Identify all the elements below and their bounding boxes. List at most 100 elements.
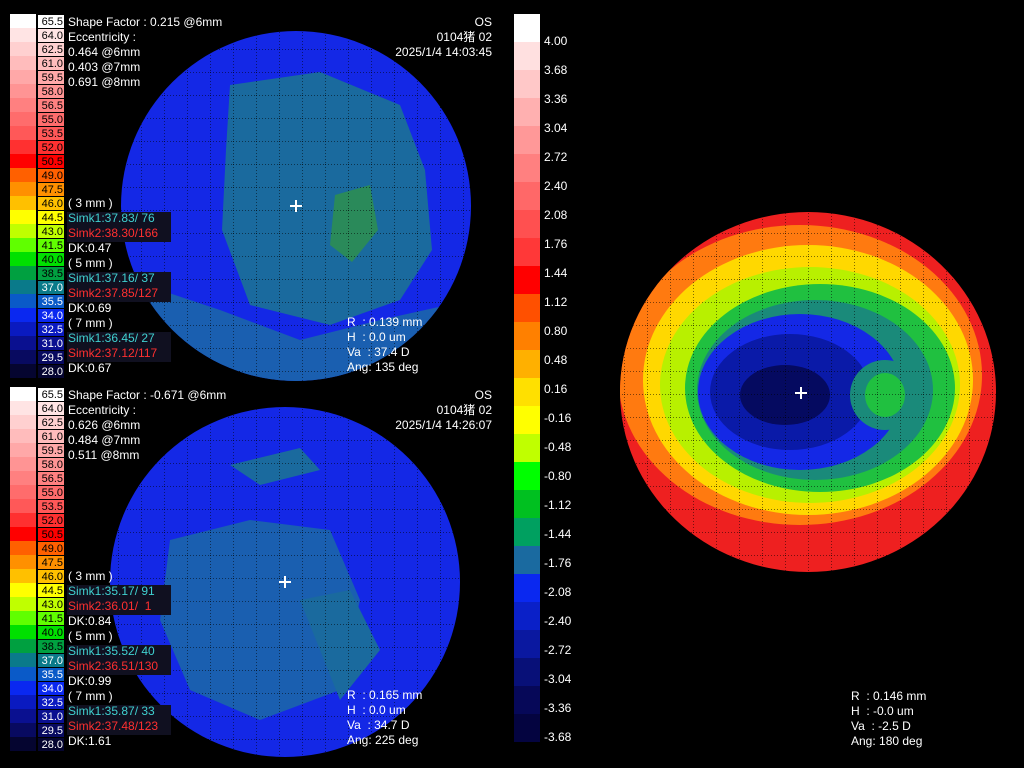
dk: DK:0.99 — [68, 674, 112, 688]
eccentricity-value: 0.484 @7mm — [68, 433, 140, 447]
diff-scale-swatch — [514, 238, 540, 266]
scale-swatch — [10, 350, 36, 364]
diff-scale-swatch — [514, 266, 540, 294]
scale-swatch — [10, 723, 36, 737]
scale-label: 50.5 — [42, 529, 63, 541]
diff-scale-label: 3.36 — [544, 92, 568, 106]
scale-label-bg — [38, 654, 64, 667]
cursor-readout: Va : 34.7 D — [347, 718, 410, 732]
scale-label: 29.5 — [42, 725, 63, 737]
dk: DK:0.84 — [68, 614, 112, 628]
diff-scale-swatch — [514, 406, 540, 434]
scale-swatch — [10, 737, 36, 751]
scale-label: 38.5 — [42, 641, 63, 653]
diff-scale-label: -3.36 — [544, 701, 572, 715]
scale-swatch — [10, 681, 36, 695]
diff-readout: Ang: 180 deg — [851, 734, 922, 748]
simk1: Simk1:35.87/ 33 — [68, 704, 155, 718]
simk-bg — [67, 212, 171, 242]
exam-date: 2025/1/4 14:26:07 — [395, 418, 492, 432]
diff-scale-label: -2.72 — [544, 643, 572, 657]
scale-label-bg — [38, 696, 64, 709]
scale-label: 62.5 — [42, 44, 63, 56]
diff-readout: H : -0.0 um — [851, 704, 914, 718]
scale-label: 40.0 — [42, 254, 63, 266]
diff-scale-label: -0.48 — [544, 440, 572, 454]
scale-label: 52.0 — [42, 515, 63, 527]
scale-swatch — [10, 611, 36, 625]
diff-scale-swatch — [514, 154, 540, 182]
simk1: Simk1:37.16/ 37 — [68, 271, 155, 285]
scale-label: 56.5 — [42, 473, 63, 485]
scale-label: 49.0 — [42, 170, 63, 182]
eccentricity-value: 0.626 @6mm — [68, 418, 140, 432]
diff-scale-label: -3.04 — [544, 672, 572, 686]
scale-label: 49.0 — [42, 543, 63, 555]
eccentricity-value: 0.464 @6mm — [68, 45, 140, 59]
simk2: Simk2:38.30/166 — [68, 226, 158, 240]
scale-swatch — [10, 415, 36, 429]
diff-scale-label: 0.48 — [544, 353, 568, 367]
diff-scale-swatch — [514, 378, 540, 406]
diff-scale-swatch — [514, 490, 540, 518]
diff-scale-label: 0.80 — [544, 324, 568, 338]
diff-scale-swatch — [514, 14, 540, 42]
scale-label-bg — [38, 197, 64, 210]
map-2 — [110, 407, 460, 757]
scale-label-bg — [38, 682, 64, 695]
simk2: Simk2:37.48/123 — [68, 719, 158, 733]
scale-label-bg — [38, 169, 64, 182]
scale-label: 58.0 — [42, 86, 63, 98]
cursor-readout: Ang: 135 deg — [347, 360, 418, 374]
scale-swatch — [10, 14, 36, 28]
eccentricity-value: 0.691 @8mm — [68, 75, 140, 89]
cursor-readout: R : 0.139 mm — [347, 315, 422, 329]
diff-scale-swatch — [514, 546, 540, 574]
scale-swatch — [10, 653, 36, 667]
eccentricity-label: Eccentricity : — [68, 403, 136, 417]
scale-swatch — [10, 154, 36, 168]
diff-scale-swatch — [514, 322, 540, 350]
scale-swatch — [10, 308, 36, 322]
scale-swatch — [10, 485, 36, 499]
scale-swatch — [10, 252, 36, 266]
scale-label-bg — [38, 239, 64, 252]
scale-swatch — [10, 112, 36, 126]
scale-label-bg — [38, 211, 64, 224]
simk2: Simk2:36.51/130 — [68, 659, 158, 673]
dk: DK:0.67 — [68, 361, 112, 375]
scale-label: 28.0 — [42, 739, 63, 751]
map-1 — [121, 31, 471, 381]
scale-swatch — [10, 499, 36, 513]
exam-date: 2025/1/4 14:03:45 — [395, 45, 492, 59]
scale-swatch — [10, 56, 36, 70]
diff-scale-swatch — [514, 70, 540, 98]
scale-label-bg — [38, 430, 64, 443]
scale-label-bg — [38, 542, 64, 555]
scale-label-bg — [38, 183, 64, 196]
scale-swatch — [10, 555, 36, 569]
scale-swatch — [10, 387, 36, 401]
scale-swatch — [10, 196, 36, 210]
eccentricity-label: Eccentricity : — [68, 30, 136, 44]
scale-label-bg — [38, 85, 64, 98]
exam-id: 0104猪 02 — [437, 30, 493, 44]
zone-label: ( 3 mm ) — [68, 569, 113, 583]
scale-swatch — [10, 182, 36, 196]
simk1: Simk1:35.52/ 40 — [68, 644, 155, 658]
diff-scale-label: 1.12 — [544, 295, 568, 309]
scale-label-bg — [38, 71, 64, 84]
diff-scale-swatch — [514, 602, 540, 630]
eccentricity-value: 0.403 @7mm — [68, 60, 140, 74]
scale-swatch — [10, 84, 36, 98]
simk1: Simk1:37.83/ 76 — [68, 211, 155, 225]
scale-label-bg — [38, 141, 64, 154]
scale-swatch — [10, 639, 36, 653]
diff-scale-swatch — [514, 574, 540, 602]
diff-scale-swatch — [514, 210, 540, 238]
diff-scale-label: 4.00 — [544, 34, 568, 48]
scale-label: 50.5 — [42, 156, 63, 168]
scale-label: 43.0 — [42, 226, 63, 238]
scale-label-bg — [38, 444, 64, 457]
diff-scale-label: 3.68 — [544, 63, 568, 77]
